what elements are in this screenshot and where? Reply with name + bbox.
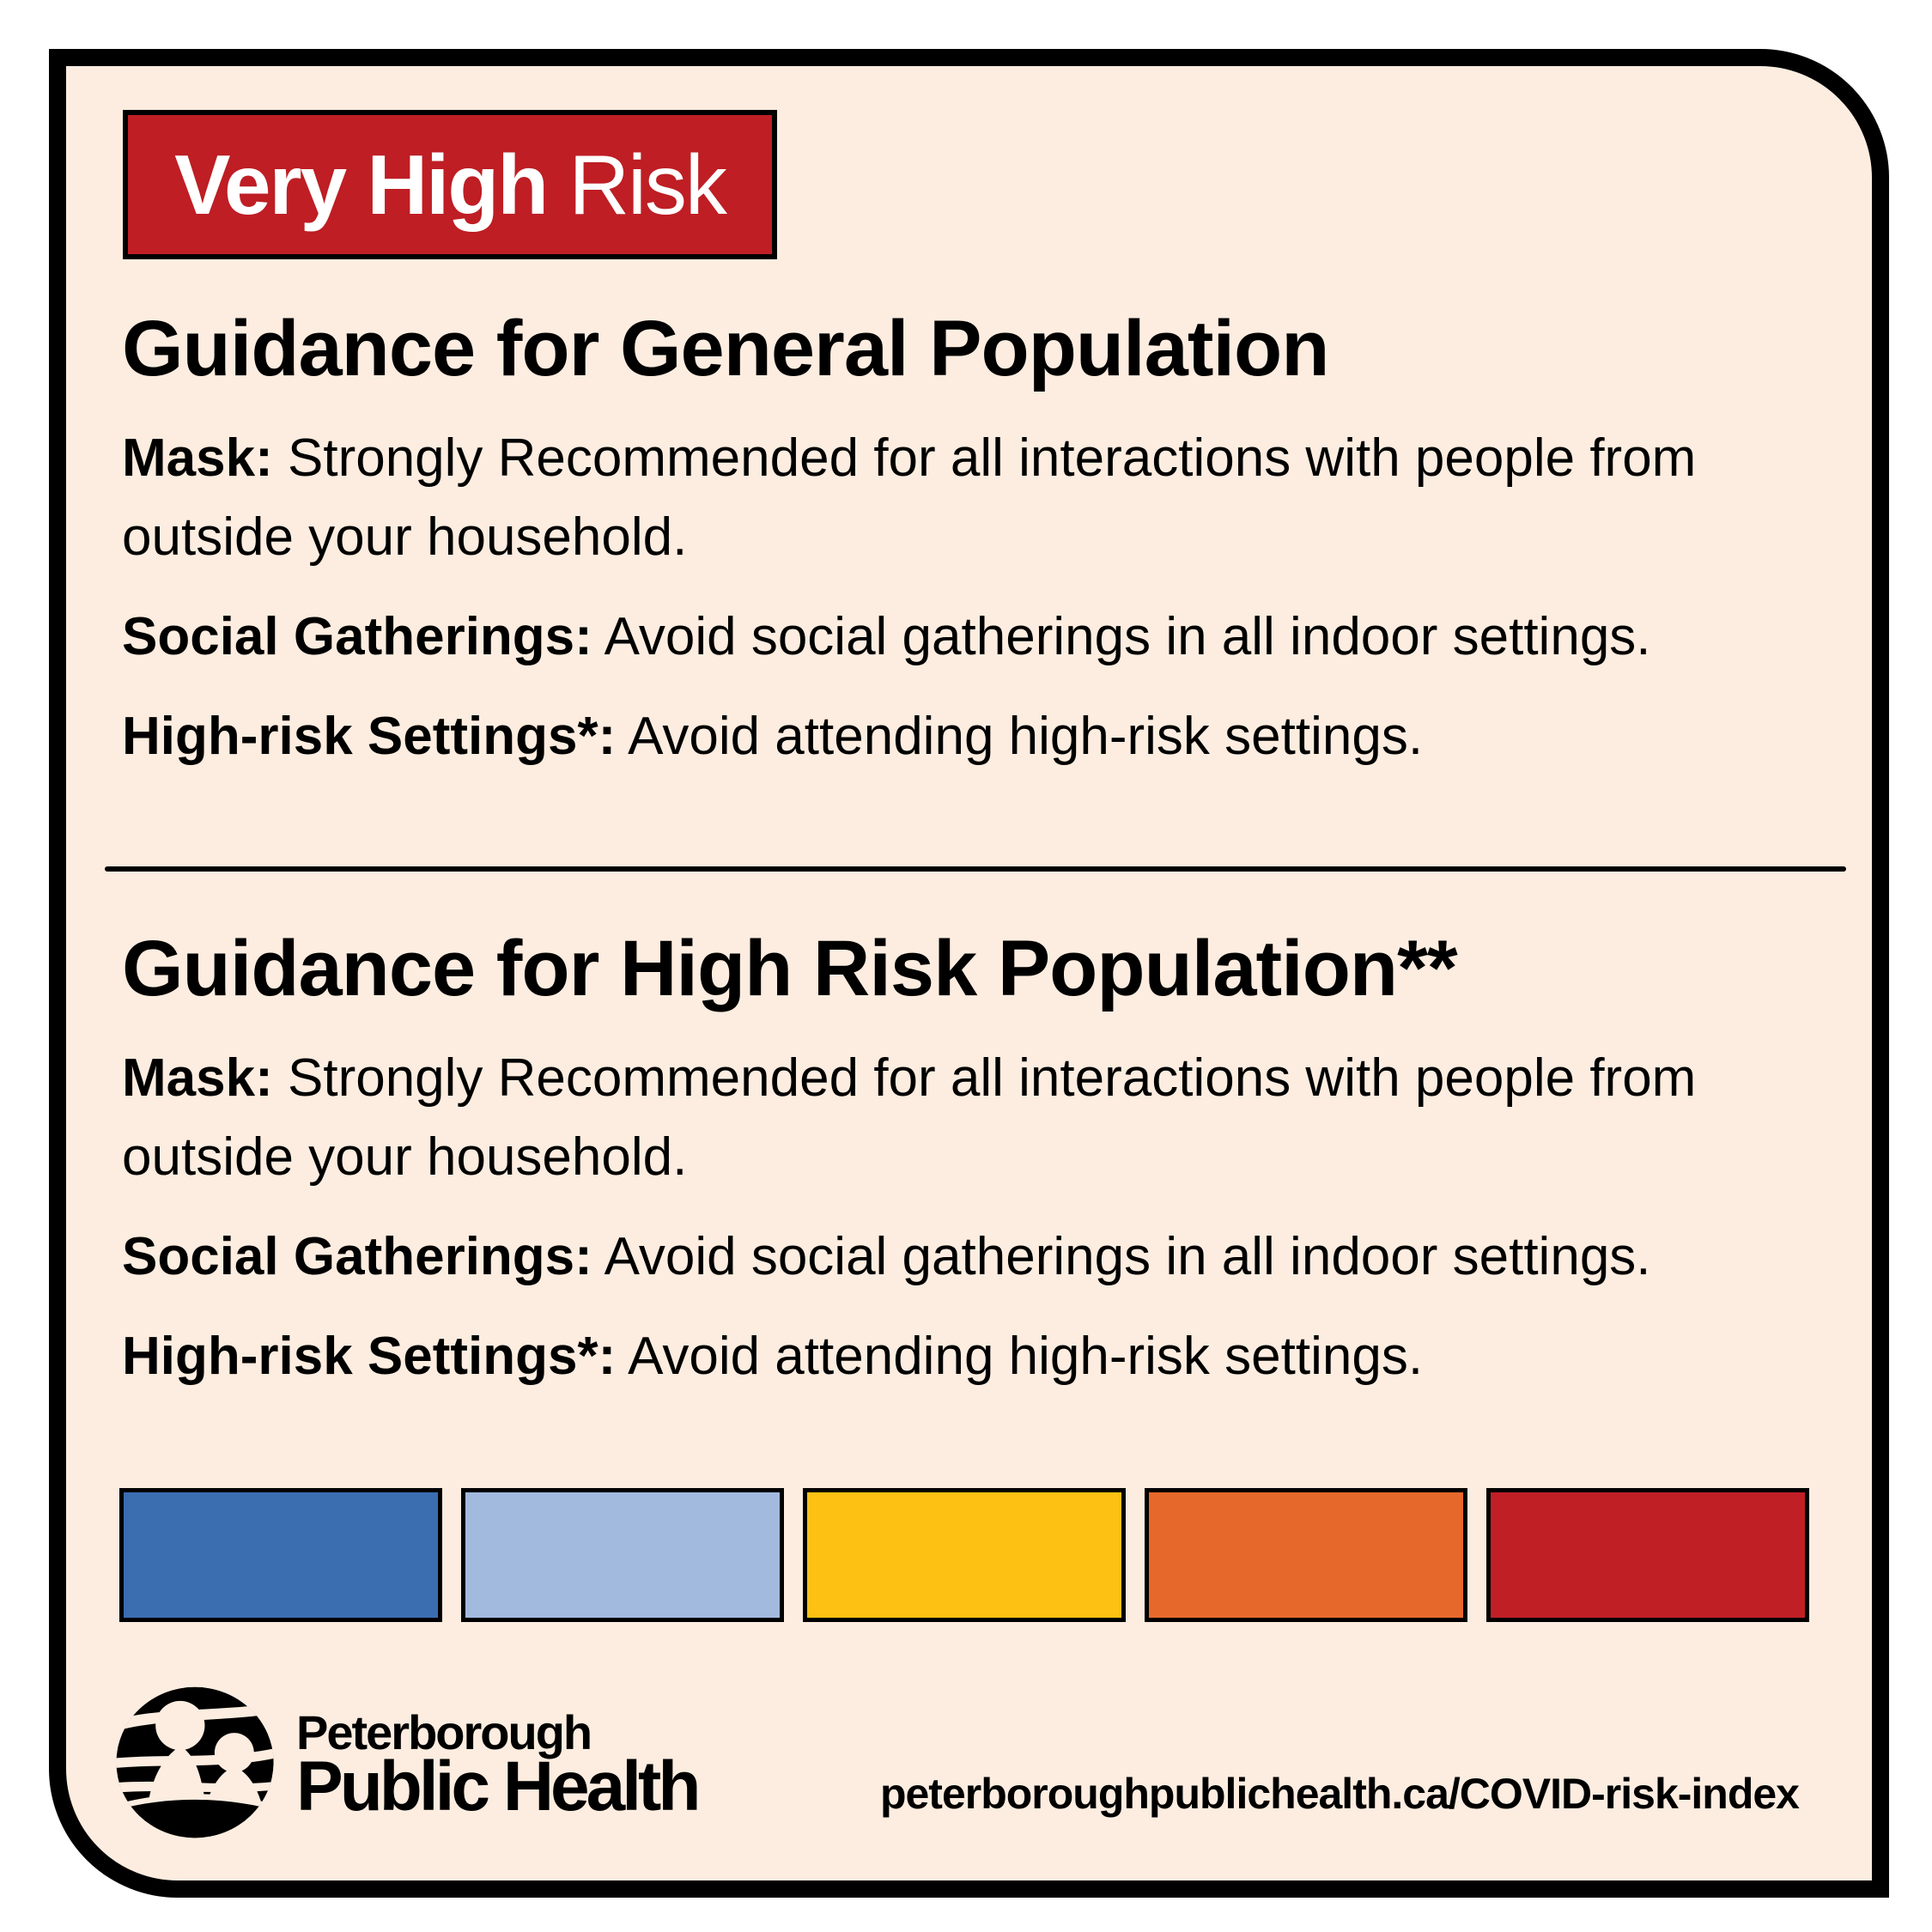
section-divider bbox=[105, 866, 1846, 872]
general-gatherings-guidance: Social Gatherings: Avoid social gatherin… bbox=[122, 607, 1651, 666]
brand-name-line1: Peterborough bbox=[296, 1705, 592, 1759]
brand-name-line2: Public Health bbox=[296, 1747, 701, 1826]
high-risk-population-heading: Guidance for High Risk Population** bbox=[122, 925, 1458, 1012]
high-risk-mask-guidance: Mask: Strongly Recommended for all inter… bbox=[122, 1048, 1697, 1187]
risk-swatch-very-high bbox=[1486, 1488, 1809, 1622]
risk-level-bold: Very High bbox=[174, 137, 549, 232]
general-settings-guidance: High-risk Settings*: Avoid attending hig… bbox=[122, 707, 1424, 766]
high-risk-settings-guidance: High-risk Settings*: Avoid attending hig… bbox=[122, 1327, 1424, 1386]
risk-swatch-moderate bbox=[461, 1488, 784, 1622]
risk-level-badge: Very High Risk bbox=[123, 110, 777, 259]
risk-index-link[interactable]: peterboroughpublichealth.ca/COVID-risk-i… bbox=[879, 1770, 1800, 1818]
risk-scale bbox=[119, 1488, 1809, 1622]
high-risk-gatherings-guidance: Social Gatherings: Avoid social gatherin… bbox=[122, 1227, 1651, 1286]
general-population-heading: Guidance for General Population bbox=[122, 305, 1329, 392]
people-in-circle-logo-icon bbox=[116, 1686, 274, 1838]
risk-swatch-high bbox=[1145, 1488, 1467, 1622]
risk-level-word: Risk bbox=[568, 137, 727, 232]
general-mask-guidance: Mask: Strongly Recommended for all inter… bbox=[122, 428, 1697, 567]
risk-swatch-low bbox=[119, 1488, 442, 1622]
risk-swatch-elevated bbox=[803, 1488, 1126, 1622]
